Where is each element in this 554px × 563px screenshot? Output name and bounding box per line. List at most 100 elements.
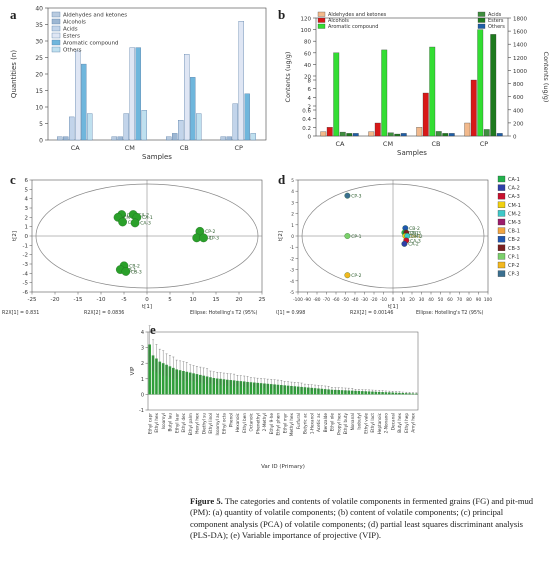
x-axis-label: t[1] (142, 304, 152, 310)
point-label: CB-1 (126, 267, 137, 273)
y-tick-label: -4 (23, 271, 29, 277)
data-point (344, 272, 351, 279)
y2-tick-label: 1400 (513, 43, 527, 49)
point-label: CP-1 (351, 234, 361, 240)
y-axis-label: VIP (130, 366, 136, 375)
x-tick-label: Ethyl ben (242, 413, 247, 433)
chart-e: -1 0 1 2 3 4 Ethyl capr Ethyl hex Isoamyl Butyl l… (130, 325, 419, 470)
legend-label: CM-3 (508, 220, 521, 226)
y-tick-label: -5 (290, 290, 295, 296)
bar (256, 382, 259, 395)
data-point (199, 233, 208, 243)
bar (293, 386, 297, 395)
legend-swatch (477, 11, 486, 17)
bar (400, 133, 407, 137)
legend-label: CP-3 (508, 272, 519, 278)
bar (250, 133, 256, 141)
bar (226, 379, 229, 395)
y-tick-label: 100 (301, 28, 312, 34)
y-tick-label: -2 (23, 253, 28, 259)
bar (496, 133, 503, 137)
x-tick-label: Ethyl ole (330, 413, 335, 432)
footer-ellipse: Ellipse: Hotelling's T2 (95%) (190, 310, 258, 316)
legend-swatch (51, 25, 61, 32)
bar (253, 382, 256, 395)
x-tick-label: 60 (447, 297, 453, 303)
legend-label: Aldehydes and ketones (328, 12, 387, 18)
bar (283, 385, 286, 395)
legend-swatch (51, 39, 61, 46)
x-tick-label: 10 (400, 297, 406, 303)
x-tick-label: Ethyl laur (174, 413, 179, 433)
bar (155, 358, 158, 395)
x-tick-label: -30 (361, 297, 368, 303)
bar (416, 127, 423, 137)
point-label: CA-3 (410, 238, 421, 244)
x-tick-label: Ethyl phen (276, 413, 281, 436)
x-tick-label: Ethyl 9-he (269, 413, 274, 435)
x-tick-label: Ethyl dec (181, 412, 186, 432)
y-tick-label: 2 (141, 361, 144, 367)
bar (209, 377, 212, 395)
bar (141, 110, 147, 141)
y-tick-label: 0 (39, 138, 43, 145)
legend-swatch (477, 17, 486, 23)
bar (57, 136, 63, 141)
x-tick-label: Ethyl hex (154, 412, 159, 432)
y-tick-label: -3 (23, 262, 29, 268)
y-tick-label: 2 (291, 212, 294, 218)
legend-label: Acids (488, 12, 502, 18)
y-tick-label: 2 (308, 105, 312, 111)
bar (357, 390, 361, 395)
y2-tick-label: 600 (513, 95, 524, 101)
x-tick-label: -20 (370, 297, 377, 303)
y-tick-label: 4 (25, 197, 29, 203)
bar (161, 363, 165, 395)
x-tick-label: 20 (409, 297, 415, 303)
data-point (401, 240, 408, 247)
y-tick-label: 8 (308, 79, 312, 85)
x-tick-label: 90 (476, 297, 482, 303)
x-tick-label: CP (235, 144, 244, 152)
x-tick-label: -100 (293, 297, 303, 303)
y2-tick-label: 1000 (513, 69, 527, 75)
legend-swatch (477, 23, 486, 29)
bar (178, 119, 184, 141)
footer-r2x2: R2X[2] = 0.00146 (350, 310, 393, 316)
y-tick-label: 0.2 (302, 126, 311, 132)
x-tick-label: -10 (380, 297, 387, 303)
bar (242, 381, 246, 395)
x-tick-label: CA (336, 140, 346, 148)
caption-text: The categories and contents of volatile … (190, 496, 534, 541)
bar (490, 34, 497, 137)
x-tick-label: 2-Methyl (262, 413, 267, 431)
bar (238, 21, 244, 141)
legend-label: CP-2 (508, 263, 519, 269)
point-label: CB-2 (409, 226, 420, 232)
bar (307, 387, 310, 395)
y-axis-label: Quantities (n) (10, 50, 18, 98)
point-label: CP-2 (351, 273, 361, 279)
x-tick-label: Ethyl lact (370, 413, 375, 433)
bar (205, 376, 209, 395)
y-tick-label: 15 (35, 88, 43, 95)
y-tick-label: 0 (291, 234, 294, 240)
bar (333, 52, 340, 137)
bar (168, 366, 172, 395)
bar (75, 50, 81, 141)
y-tick-label: 3 (25, 206, 29, 212)
x-tick-label: Hexanoic (235, 412, 240, 432)
x-tick-label: 80 (466, 297, 472, 303)
bar (175, 369, 178, 395)
bar (196, 113, 202, 141)
bar (246, 381, 249, 395)
point-label: CA-3 (140, 221, 151, 227)
x-tick-label: Methyl hex (289, 412, 294, 436)
point-label: CM-1 (123, 215, 135, 221)
y-tick-label: 4 (291, 189, 294, 195)
x-tick-label: -25 (28, 297, 37, 303)
bar (310, 387, 313, 395)
x-tick-label: Ethyl buty (343, 412, 348, 434)
y-tick-label: 0.4 (302, 117, 311, 123)
point-label: CP-2 (205, 229, 215, 235)
